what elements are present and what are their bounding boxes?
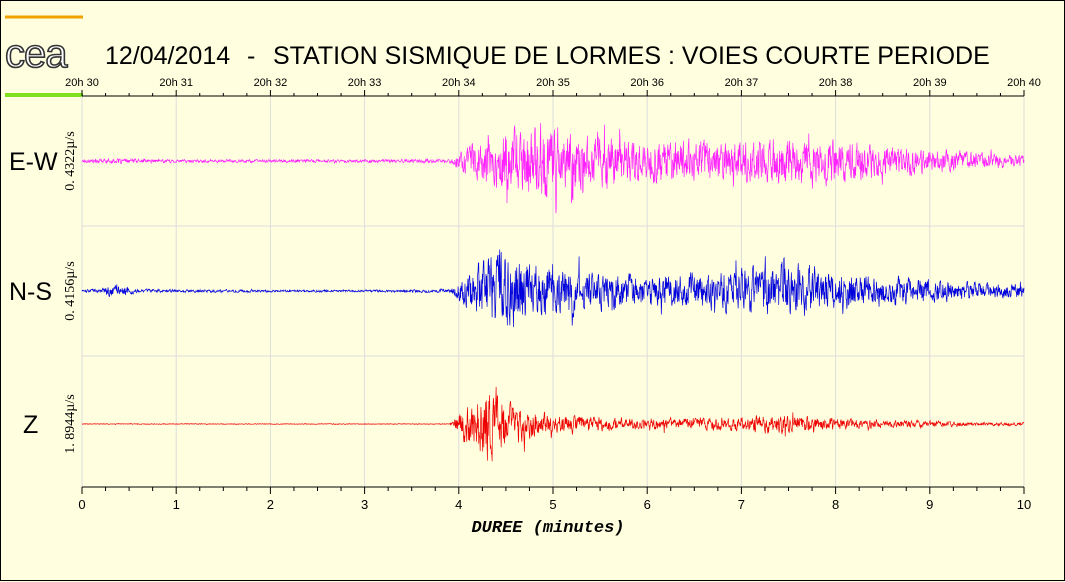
- scale-label: 0. 4322µ/s: [63, 131, 78, 190]
- x-tick-label: 6: [644, 497, 651, 512]
- top-tick-label: 20h 36: [630, 77, 664, 89]
- top-tick-label: 20h 37: [725, 77, 759, 89]
- trace-ew: [81, 122, 1025, 214]
- top-tick-label: 20h 30: [65, 77, 99, 89]
- trace-ns: [81, 249, 1025, 328]
- traces: [81, 122, 1025, 462]
- series-name-label: N-S: [9, 278, 52, 306]
- scale-label: 1. 8944µ/s: [63, 394, 78, 453]
- channel-labels: E-W 0. 4322µ/s N-S 0. 4156µ/s Z 1. 8944µ/s: [9, 131, 78, 453]
- top-tick-label: 20h 39: [913, 77, 947, 89]
- x-tick-label: 10: [1017, 497, 1031, 512]
- x-tick-label: 9: [926, 497, 933, 512]
- page-title: STATION SISMIQUE DE LORMES : VOIES COURT…: [273, 42, 990, 70]
- series-name-label: E-W: [9, 148, 58, 176]
- top-tick-label: 20h 40: [1007, 77, 1041, 89]
- title-separator: -: [247, 42, 255, 70]
- x-axis-label: DUREE (minutes): [471, 519, 624, 538]
- x-tick-label: 7: [738, 497, 745, 512]
- top-tick-label: 20h 31: [159, 77, 193, 89]
- title-date: 12/04/2014: [105, 42, 230, 70]
- x-tick-label: 1: [173, 497, 180, 512]
- x-tick-label: 4: [455, 497, 462, 512]
- x-tick-label: 5: [549, 497, 556, 512]
- cea-logo: cea: [4, 15, 83, 97]
- axes: 20h 30 20h 31 20h 32 20h 33 20h 34 20h 35 20h …: [65, 77, 1041, 512]
- top-tick-label: 20h 38: [819, 77, 853, 89]
- top-tick-label: 20h 32: [254, 77, 288, 89]
- top-tick-label: 20h 33: [348, 77, 382, 89]
- logo-text: cea: [5, 32, 68, 76]
- x-tick-label: 8: [832, 497, 839, 512]
- x-tick-label: 2: [267, 497, 274, 512]
- x-tick-label: 3: [361, 497, 368, 512]
- x-tick-label: 0: [78, 497, 85, 512]
- top-tick-label: 20h 35: [536, 77, 570, 89]
- trace-z: [81, 386, 1025, 462]
- scale-label: 0. 4156µ/s: [63, 261, 78, 320]
- top-tick-label: 20h 34: [442, 77, 476, 89]
- series-name-label: Z: [23, 411, 38, 439]
